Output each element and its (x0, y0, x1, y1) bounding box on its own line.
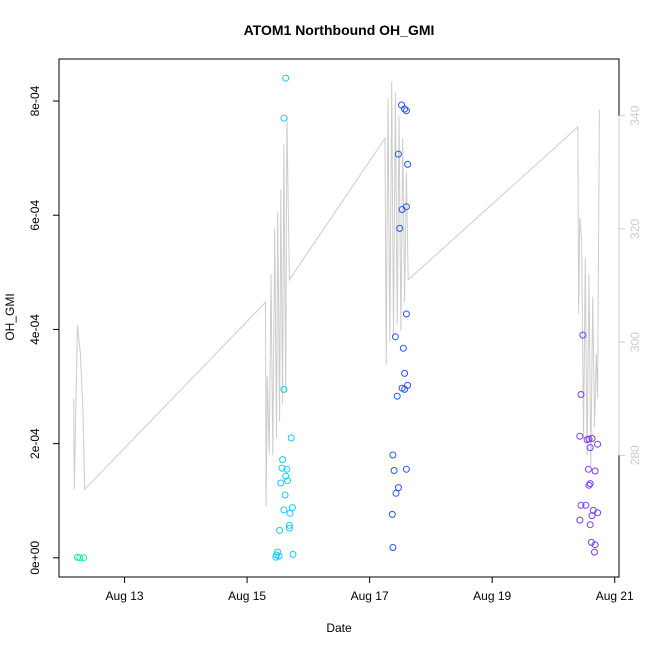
data-point (594, 509, 602, 517)
data-point (281, 491, 289, 499)
y-tick-label: 2e-04 (28, 428, 42, 459)
secondary-line-layer (73, 81, 600, 507)
y-tick-label: 6e-04 (28, 200, 42, 231)
data-point (591, 467, 599, 475)
data-point (80, 554, 87, 562)
data-point (586, 480, 594, 488)
data-point (402, 310, 410, 318)
secondary-series-line (73, 81, 600, 507)
x-tick-label: Aug 19 (473, 589, 511, 603)
data-point (389, 451, 397, 459)
data-point (396, 224, 404, 232)
data-point (282, 74, 290, 82)
y2-axis: 280 300 320 340 (618, 105, 642, 465)
x-tick-label: Aug 13 (106, 589, 144, 603)
data-point (398, 101, 405, 109)
data-point (277, 479, 285, 487)
data-point (577, 501, 585, 509)
y-tick-label: 8e-04 (28, 85, 42, 116)
data-point (289, 550, 297, 558)
y-tick-label: 0e+00 (28, 541, 42, 575)
data-point (588, 435, 596, 442)
data-point (278, 464, 286, 472)
data-point (402, 465, 410, 473)
data-point (576, 432, 584, 440)
x-tick-label: Aug 21 (596, 589, 634, 603)
data-point (398, 206, 406, 213)
y2-tick-label: 340 (628, 105, 642, 125)
data-point (401, 369, 409, 377)
data-point (577, 391, 585, 398)
data-point (402, 107, 410, 115)
data-point (285, 521, 293, 529)
data-point (279, 456, 287, 464)
data-point (586, 444, 594, 452)
data-point (389, 544, 397, 551)
data-point (585, 481, 593, 489)
data-point (401, 385, 409, 393)
data-point (286, 509, 294, 517)
data-point (391, 333, 399, 341)
data-point (275, 552, 283, 560)
data-point (586, 521, 594, 529)
data-point (588, 512, 596, 520)
y2-tick-label: 280 (628, 445, 642, 465)
data-point (591, 541, 599, 549)
x-tick-label: Aug 17 (351, 589, 389, 603)
chart-title: ATOM1 Northbound OH_GMI (244, 22, 435, 38)
data-point (280, 506, 288, 514)
data-point (393, 392, 401, 400)
data-point (388, 510, 396, 518)
data-point (399, 344, 407, 352)
data-point (584, 465, 592, 473)
data-point (280, 114, 288, 122)
data-point (284, 477, 291, 485)
x-axis: Aug 13 Aug 15 Aug 17 Aug 19 Aug 21 (106, 576, 634, 603)
data-point (585, 435, 593, 443)
data-point (283, 465, 291, 473)
data-point (404, 160, 412, 168)
y-axis: 0e+00 2e-04 4e-04 6e-04 8e-04 (28, 85, 60, 575)
data-point (576, 516, 584, 524)
x-tick-label: Aug 15 (228, 589, 266, 603)
data-point (582, 501, 590, 509)
data-point (285, 524, 293, 532)
data-point (76, 554, 84, 562)
data-point (394, 150, 402, 158)
points-layer (73, 74, 602, 562)
data-point (591, 548, 598, 556)
data-point (587, 538, 595, 546)
data-point (594, 440, 602, 448)
data-point (280, 385, 288, 393)
data-point (579, 331, 587, 339)
data-point (392, 489, 400, 497)
data-point (394, 484, 402, 492)
data-point (390, 467, 398, 474)
y-axis-label: OH_GMI (3, 293, 17, 340)
y2-tick-label: 320 (628, 219, 642, 239)
data-point (287, 434, 295, 442)
data-point (282, 472, 290, 480)
plot-frame (58, 58, 620, 578)
y2-tick-label: 300 (628, 332, 642, 352)
data-point (288, 504, 296, 512)
data-point (401, 105, 409, 113)
data-point (276, 526, 284, 534)
data-point (272, 553, 280, 561)
y-tick-label: 4e-04 (28, 314, 42, 345)
x-axis-label: Date (326, 621, 352, 635)
